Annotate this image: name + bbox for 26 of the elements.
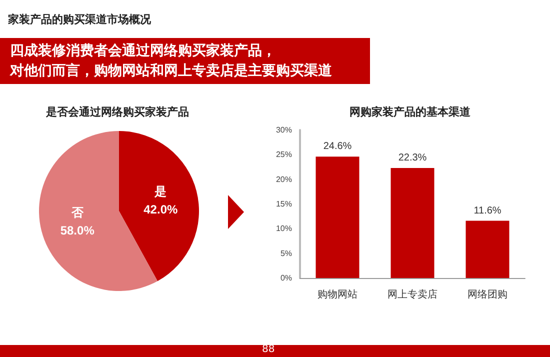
y-tick-label: 5% <box>280 248 292 258</box>
bar <box>390 168 434 278</box>
x-tick-label: 购物网站 <box>318 288 358 300</box>
data-label: 42.0% <box>144 202 178 216</box>
data-label: 22.3% <box>398 152 427 164</box>
y-tick-label: 30% <box>276 126 292 134</box>
y-tick-label: 10% <box>276 224 292 234</box>
chart-title: 网购家装产品的基本渠道 <box>350 106 472 118</box>
data-label: 58.0% <box>60 224 95 238</box>
y-tick-label: 20% <box>276 174 292 184</box>
text: 对他们而言，购物网站和网上专卖店是主要购买渠道 <box>10 62 333 81</box>
y-tick-label: 15% <box>276 200 292 208</box>
y-tick-label: 25% <box>276 150 292 160</box>
data-label: 24.6% <box>323 141 352 152</box>
bar <box>316 156 360 278</box>
y-tick-label: 0% <box>280 274 292 282</box>
slice-label: 是 <box>154 184 167 198</box>
bar <box>466 220 510 278</box>
data-label: 11.6% <box>474 205 502 216</box>
text: 家装产品的购买渠道市场概况 <box>8 12 151 27</box>
slice-label: 否 <box>70 206 84 220</box>
text: 四成装修消费者会通过网络购买家装产品， <box>10 42 277 61</box>
x-tick-label: 网络团购 <box>468 288 508 300</box>
x-tick-label: 网上专卖店 <box>388 288 438 300</box>
text: 88 <box>262 344 275 356</box>
chart-title: 是否会通过网络购买家装产品 <box>45 106 189 118</box>
